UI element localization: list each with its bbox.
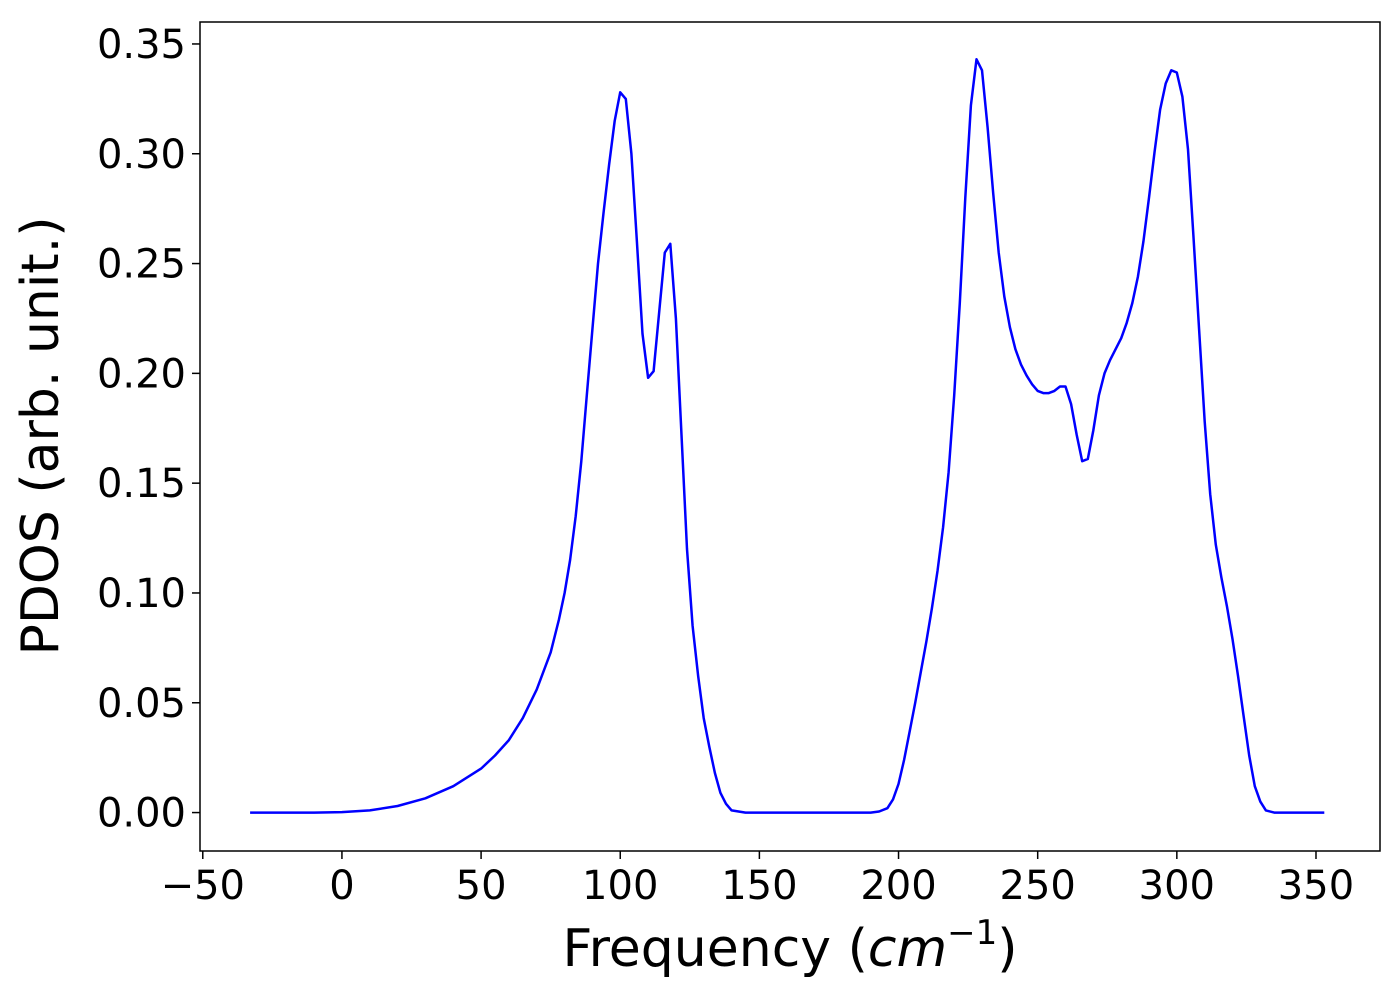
x-tick-label: 200 <box>860 863 936 909</box>
x-tick-label: 350 <box>1278 863 1354 909</box>
y-tick-label: 0.05 <box>97 681 186 727</box>
pdos-series-line-0 <box>250 58 1325 814</box>
y-axis-label: PDOS (arb. unit.) <box>11 216 71 655</box>
x-tick-label: 250 <box>1000 863 1076 909</box>
x-axis-ticks: −50 0 50 100 150 200 250 300 350 <box>161 851 1354 909</box>
x-tick-label: 50 <box>456 863 507 909</box>
y-tick-label: 0.00 <box>97 791 186 837</box>
y-tick-label: 0.30 <box>97 132 186 178</box>
plot-frame <box>199 21 1381 852</box>
y-tick-label: 0.25 <box>97 242 186 288</box>
x-axis-label: Frequency (cm−1) <box>562 913 1017 979</box>
y-axis-ticks: 0.00 0.05 0.10 0.15 0.20 0.25 0.30 0.35 <box>97 22 200 837</box>
y-tick-label: 0.35 <box>97 22 186 68</box>
x-tick-label: −50 <box>161 863 245 909</box>
y-tick-label: 0.10 <box>97 571 186 617</box>
y-tick-label: 0.15 <box>97 461 186 507</box>
y-tick-label: 0.20 <box>97 351 186 397</box>
x-tick-label: 0 <box>329 863 354 909</box>
series-layer <box>250 58 1325 814</box>
x-tick-label: 300 <box>1139 863 1215 909</box>
x-tick-label: 150 <box>721 863 797 909</box>
x-tick-label: 100 <box>582 863 658 909</box>
